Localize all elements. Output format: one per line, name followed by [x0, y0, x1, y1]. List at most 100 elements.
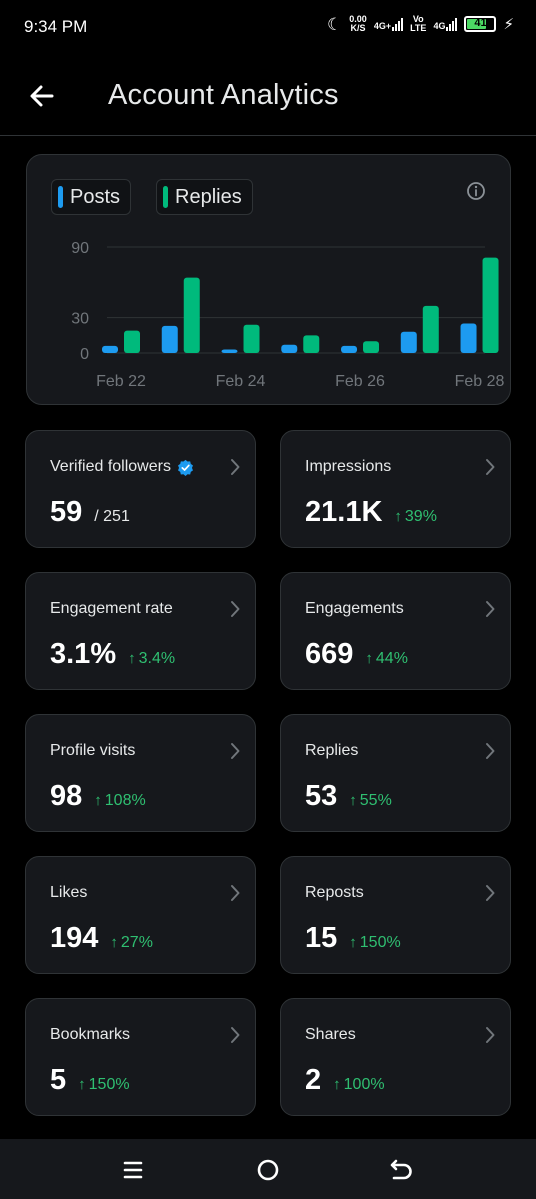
status-icons: ☾ 0.00 K/S 4G+ Vo LTE 4G 41 ⚡ — [327, 14, 514, 34]
stat-card[interactable]: Shares 2 ↑ 100% — [280, 998, 511, 1116]
stat-card[interactable]: Reposts 15 ↑ 150% — [280, 856, 511, 974]
stat-label: Engagement rate — [50, 600, 173, 618]
verified-badge-icon — [177, 459, 193, 476]
bar-replies-feb-25[interactable] — [303, 335, 320, 353]
stat-card[interactable]: Likes 194 ↑ 27% — [25, 856, 256, 974]
stat-value-row: 21.1K ↑ 39% — [305, 496, 437, 529]
stat-value: 669 — [305, 638, 354, 670]
recents-icon[interactable] — [120, 1157, 146, 1183]
chevron-right-icon — [231, 601, 240, 617]
stat-value: 194 — [50, 922, 99, 954]
stat-value: 53 — [305, 780, 338, 812]
legend-replies[interactable]: Replies — [156, 179, 253, 215]
stat-delta-value: 3.4% — [138, 650, 176, 667]
stat-label: Impressions — [305, 458, 391, 476]
stat-label: Verified followers — [50, 458, 194, 476]
bar-posts-feb-24[interactable] — [221, 349, 238, 353]
bar-replies-feb-28[interactable] — [482, 257, 499, 353]
legend-posts[interactable]: Posts — [51, 179, 132, 215]
x-tick-label: Feb 24 — [216, 373, 266, 390]
stat-label-text: Reposts — [305, 884, 364, 901]
stat-label-text: Profile visits — [50, 742, 136, 759]
stat-delta-value: 150% — [359, 934, 401, 951]
volte-icon: Vo LTE — [410, 15, 426, 33]
battery-icon: 41 — [464, 16, 497, 32]
stat-card[interactable]: Engagement rate 3.1% ↑ 3.4% — [25, 572, 256, 690]
stat-card[interactable]: Replies 53 ↑ 55% — [280, 714, 511, 832]
up-arrow-icon: ↑ — [365, 650, 373, 667]
bar-replies-feb-27[interactable] — [422, 305, 439, 353]
stat-delta: ↑ 44% — [365, 650, 408, 668]
up-arrow-icon: ↑ — [349, 792, 357, 809]
stat-value-row: 2 ↑ 100% — [305, 1064, 385, 1097]
bar-posts-feb-28[interactable] — [460, 323, 477, 353]
up-arrow-icon: ↑ — [94, 792, 102, 809]
stat-delta-value: 150% — [88, 1076, 130, 1093]
x-tick-label: Feb 26 — [335, 373, 385, 390]
bar-replies-feb-26[interactable] — [363, 341, 380, 353]
posts-swatch — [58, 186, 63, 208]
up-arrow-icon: ↑ — [333, 1076, 341, 1093]
stat-delta-value: 27% — [120, 934, 153, 951]
volte-bottom: LTE — [410, 23, 427, 33]
stat-delta: ↑ 100% — [333, 1076, 384, 1094]
network-speed-value: 0.00 — [349, 14, 367, 24]
bar-posts-feb-27[interactable] — [400, 331, 417, 353]
stat-value: 3.1% — [50, 638, 117, 670]
stat-value: 5 — [50, 1064, 67, 1096]
stat-label: Bookmarks — [50, 1026, 130, 1044]
stat-value-row: 59 / 251 — [50, 496, 130, 529]
page-title: Account Analytics — [108, 79, 339, 111]
stat-card[interactable]: Verified followers 59 / 251 — [25, 430, 256, 548]
chevron-right-icon — [486, 743, 495, 759]
chevron-right-icon — [231, 885, 240, 901]
stat-label: Engagements — [305, 600, 404, 618]
bar-replies-feb-22[interactable] — [124, 330, 140, 353]
stat-label-text: Engagement rate — [50, 600, 173, 617]
back-arrow-icon[interactable] — [26, 80, 58, 112]
back-icon[interactable] — [388, 1157, 414, 1183]
stat-value: 59 — [50, 496, 83, 528]
y-tick-label: 30 — [71, 311, 89, 328]
replies-swatch — [163, 186, 168, 208]
system-nav-bar — [0, 1139, 536, 1199]
stat-label-text: Impressions — [305, 458, 392, 475]
stat-delta-value: 44% — [375, 650, 408, 667]
stat-card[interactable]: Profile visits 98 ↑ 108% — [25, 714, 256, 832]
battery-level: 41 — [474, 17, 487, 29]
volte-top: Vo — [412, 14, 424, 24]
stat-value-row: 194 ↑ 27% — [50, 922, 153, 955]
chevron-right-icon — [231, 743, 240, 759]
stat-card[interactable]: Impressions 21.1K ↑ 39% — [280, 430, 511, 548]
info-icon[interactable] — [466, 181, 486, 201]
stat-value-row: 669 ↑ 44% — [305, 638, 408, 671]
stat-delta: ↑ 150% — [78, 1076, 129, 1094]
stat-value: 21.1K — [305, 496, 383, 528]
stat-label-text: Bookmarks — [50, 1026, 131, 1043]
stat-card[interactable]: Bookmarks 5 ↑ 150% — [25, 998, 256, 1116]
stat-value-row: 3.1% ↑ 3.4% — [50, 638, 175, 671]
stat-delta: ↑ 108% — [94, 792, 145, 810]
moon-icon: ☾ — [327, 14, 343, 34]
up-arrow-icon: ↑ — [349, 934, 357, 951]
stat-value: 15 — [305, 922, 338, 954]
chevron-right-icon — [486, 459, 495, 475]
bar-posts-feb-22[interactable] — [102, 345, 118, 353]
stat-delta: ↑ 27% — [110, 934, 153, 952]
charging-icon: ⚡ — [503, 16, 514, 33]
stat-label: Reposts — [305, 884, 364, 902]
stat-label: Shares — [305, 1026, 356, 1044]
stat-label: Profile visits — [50, 742, 135, 760]
bar-posts-feb-23[interactable] — [161, 325, 178, 353]
up-arrow-icon: ↑ — [128, 650, 136, 667]
bar-replies-feb-23[interactable] — [183, 277, 200, 353]
stat-card[interactable]: Engagements 669 ↑ 44% — [280, 572, 511, 690]
stat-total: / 251 — [94, 508, 130, 525]
home-icon[interactable] — [255, 1157, 281, 1183]
chevron-right-icon — [486, 1027, 495, 1043]
stat-value-row: 53 ↑ 55% — [305, 780, 392, 813]
stat-label: Replies — [305, 742, 358, 760]
bar-posts-feb-26[interactable] — [341, 345, 358, 353]
bar-replies-feb-24[interactable] — [243, 324, 260, 353]
bar-posts-feb-25[interactable] — [281, 344, 298, 353]
